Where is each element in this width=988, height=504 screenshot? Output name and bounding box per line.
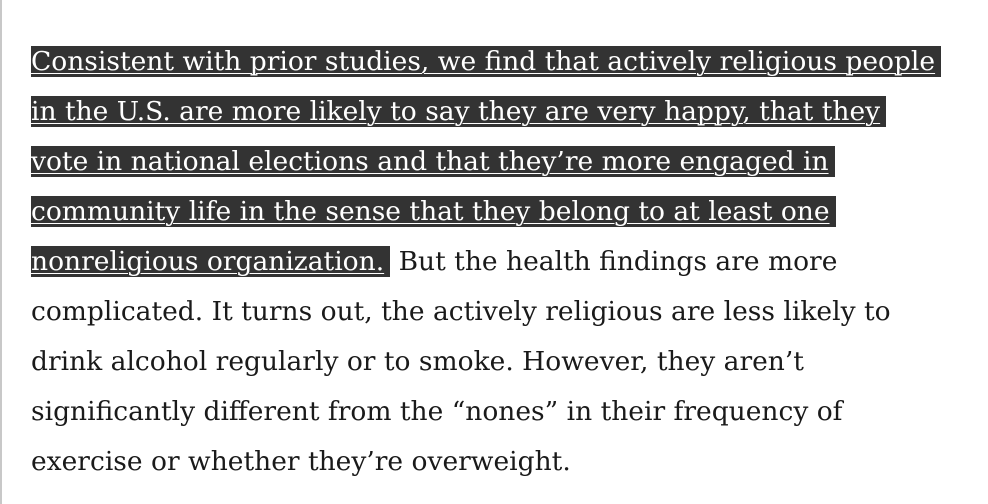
body-text: But the health findings are more xyxy=(390,246,838,277)
paragraph-line: drink alcohol regularly or to smoke. How… xyxy=(31,346,804,377)
paragraph-line: vote in national elections and that they… xyxy=(31,137,976,187)
left-border-rule xyxy=(0,0,2,504)
highlighted-quote-text[interactable]: Consistent with prior studies, we find t… xyxy=(31,46,942,77)
paragraph-line: exercise or whether they’re overweight. xyxy=(31,446,571,477)
highlighted-quote-text[interactable]: community life in the sense that they be… xyxy=(31,196,836,227)
paragraph-line: in the U.S. are more likely to say they … xyxy=(31,87,976,137)
highlighted-quote-text[interactable]: vote in national elections and that they… xyxy=(31,146,835,177)
paragraph-line: significantly different from the “nones”… xyxy=(31,396,843,427)
highlighted-quote-text[interactable]: nonreligious organization. xyxy=(31,246,391,277)
paragraph-line: nonreligious organization. But the healt… xyxy=(31,237,976,287)
paragraph-line: community life in the sense that they be… xyxy=(31,187,976,237)
highlighted-quote-text[interactable]: in the U.S. are more likely to say they … xyxy=(31,96,887,127)
article-paragraph: Consistent with prior studies, we find t… xyxy=(31,37,976,487)
paragraph-line: complicated. It turns out, the actively … xyxy=(31,296,891,327)
paragraph-line: Consistent with prior studies, we find t… xyxy=(31,37,976,87)
